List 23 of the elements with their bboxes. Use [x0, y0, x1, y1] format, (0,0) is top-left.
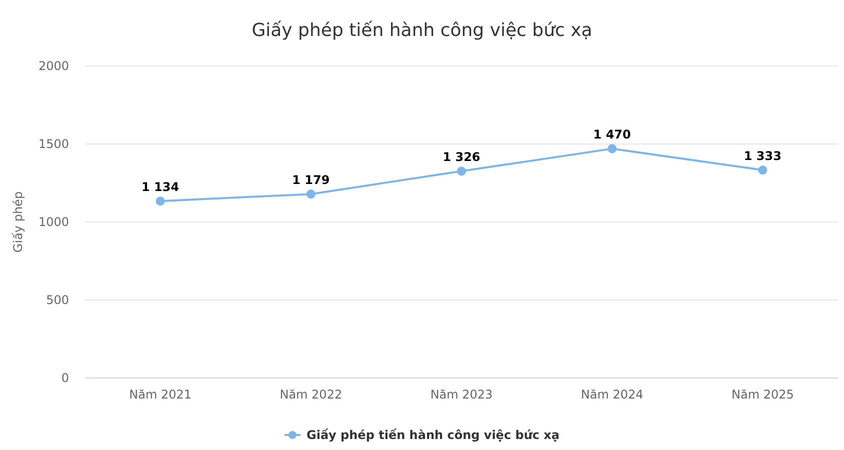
data-label: 1 326 [442, 150, 480, 164]
data-label: 1 179 [292, 173, 330, 188]
point [758, 166, 768, 175]
point [306, 190, 316, 199]
y-tick-label: 500 [46, 292, 69, 307]
y-tick-label: 1000 [38, 214, 69, 229]
point [456, 166, 466, 176]
legend-label: Giấy phép tiến hành công việc bức xạ [306, 428, 560, 442]
x-tick-label: Năm 2024 [580, 388, 644, 402]
x-tick-label: Năm 2021 [129, 388, 192, 402]
y-tick-label: 0 [61, 370, 69, 385]
x-tick-label: Năm 2022 [280, 388, 342, 402]
data-label: 1 333 [744, 149, 782, 164]
point [156, 196, 165, 206]
y-axis-title: Giấy phép [11, 191, 25, 253]
data-label: 1 470 [593, 128, 631, 142]
x-tick-label: Năm 2023 [430, 388, 493, 402]
x-tick-label: Năm 2025 [732, 388, 794, 402]
y-tick-label: 2000 [38, 58, 69, 73]
point [608, 144, 617, 154]
y-tick-label: 1500 [38, 136, 69, 151]
data-label: 1 134 [142, 180, 180, 194]
chart-title: Giấy phép tiến hành công việc bức xạ [252, 20, 592, 41]
